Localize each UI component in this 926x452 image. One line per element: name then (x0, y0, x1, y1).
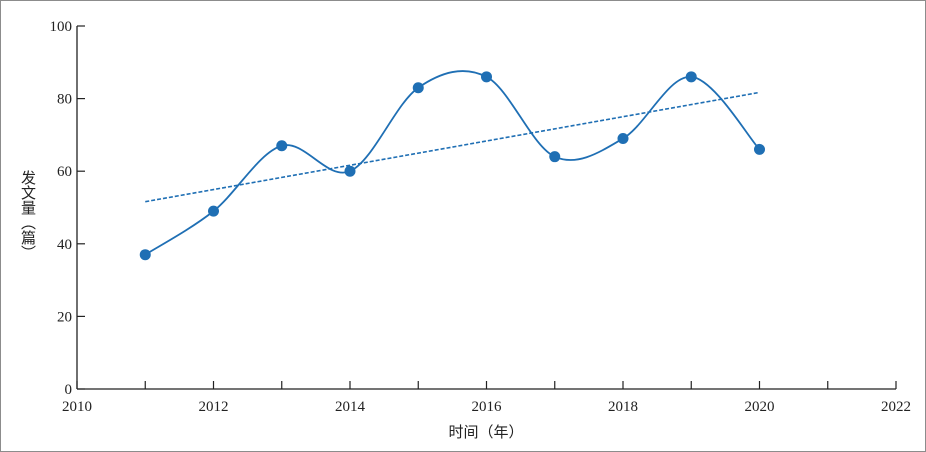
y-tick-label: 100 (50, 19, 73, 35)
y-tick-label: 0 (65, 382, 73, 398)
x-tick-label: 2010 (62, 399, 92, 415)
x-tick-label: 2020 (745, 399, 775, 415)
data-point (617, 133, 629, 145)
y-ticks: 0 20 40 60 80 100 (50, 19, 85, 398)
data-point (344, 165, 356, 177)
data-point (139, 249, 151, 261)
x-tick-label: 2022 (881, 399, 911, 415)
data-point (276, 140, 288, 152)
x-ticks: 2010 2012 2014 2016 2018 2020 2022 (62, 381, 911, 415)
trendline (145, 91, 760, 203)
data-point (549, 151, 561, 163)
data-point (412, 82, 424, 94)
data-point (208, 205, 219, 217)
x-tick-label: 2018 (608, 399, 638, 415)
x-tick-label: 2012 (199, 399, 229, 415)
x-tick-label: 2016 (472, 399, 503, 415)
y-axis-title: 发文量（篇） (19, 170, 37, 260)
data-point (481, 71, 492, 83)
y-tick-label: 40 (57, 237, 72, 253)
y-tick-label: 80 (57, 92, 72, 108)
y-tick-label: 20 (57, 309, 72, 325)
x-axis-title: 时间（年） (448, 423, 523, 441)
series-line (144, 70, 761, 256)
y-tick-label: 60 (57, 164, 72, 180)
data-point (685, 71, 697, 83)
data-point (754, 143, 765, 155)
series-layer (139, 70, 765, 261)
x-tick-label: 2014 (335, 399, 366, 415)
